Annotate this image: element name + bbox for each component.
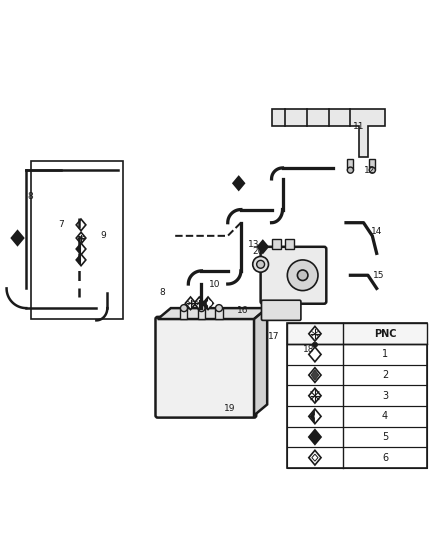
Polygon shape [185,297,196,310]
Text: 3: 3 [382,391,388,401]
Text: 14: 14 [371,227,382,236]
Polygon shape [76,254,86,266]
Polygon shape [203,297,208,310]
Text: 8: 8 [159,288,165,297]
FancyBboxPatch shape [155,317,256,418]
Polygon shape [309,326,321,341]
Circle shape [215,304,223,312]
Bar [287,344,427,365]
Text: 5: 5 [382,432,388,442]
Circle shape [297,270,308,280]
Text: 10: 10 [209,279,220,288]
Bar [198,308,205,319]
Text: 17: 17 [268,332,279,341]
Text: 19: 19 [224,405,236,414]
Bar [287,365,427,385]
Bar [369,159,375,170]
Bar [180,308,187,319]
Text: 15: 15 [373,271,385,280]
Bar [287,447,427,468]
Circle shape [253,256,268,272]
Text: 16: 16 [237,306,249,315]
Polygon shape [76,243,86,255]
Circle shape [369,167,375,173]
Polygon shape [258,240,268,253]
Text: 18: 18 [303,345,314,354]
Circle shape [257,260,265,268]
Text: 7: 7 [58,220,64,229]
Polygon shape [233,176,244,190]
FancyBboxPatch shape [261,300,301,320]
Bar [347,159,353,170]
Text: 6: 6 [382,453,388,463]
Text: 9: 9 [100,231,106,240]
Bar [287,427,427,447]
Text: 4: 4 [382,411,388,422]
Bar [285,239,294,249]
Circle shape [287,260,318,290]
Bar [287,324,427,468]
FancyBboxPatch shape [261,247,326,304]
Text: 11: 11 [353,122,365,131]
Circle shape [312,342,318,348]
Polygon shape [194,297,205,310]
Polygon shape [76,232,86,244]
Polygon shape [76,254,81,266]
Polygon shape [158,308,267,319]
Bar [272,239,281,249]
Polygon shape [76,243,81,255]
Circle shape [180,304,187,312]
Polygon shape [310,409,315,423]
Circle shape [347,167,353,173]
Polygon shape [203,297,213,310]
Text: 8: 8 [28,192,34,201]
Bar [215,308,223,319]
Text: 2: 2 [382,370,388,380]
Circle shape [314,414,319,418]
Circle shape [208,301,211,305]
Text: 1: 1 [382,350,388,359]
Polygon shape [309,430,321,445]
Circle shape [198,304,205,312]
Text: 20: 20 [253,247,264,256]
Bar [287,324,427,344]
Text: 12: 12 [364,166,376,175]
Polygon shape [11,231,24,245]
Bar [287,385,427,406]
Polygon shape [311,370,319,381]
Bar [287,406,427,427]
Polygon shape [272,109,385,157]
Text: 13: 13 [248,240,260,249]
Text: PNC: PNC [374,329,396,339]
Polygon shape [254,308,267,415]
